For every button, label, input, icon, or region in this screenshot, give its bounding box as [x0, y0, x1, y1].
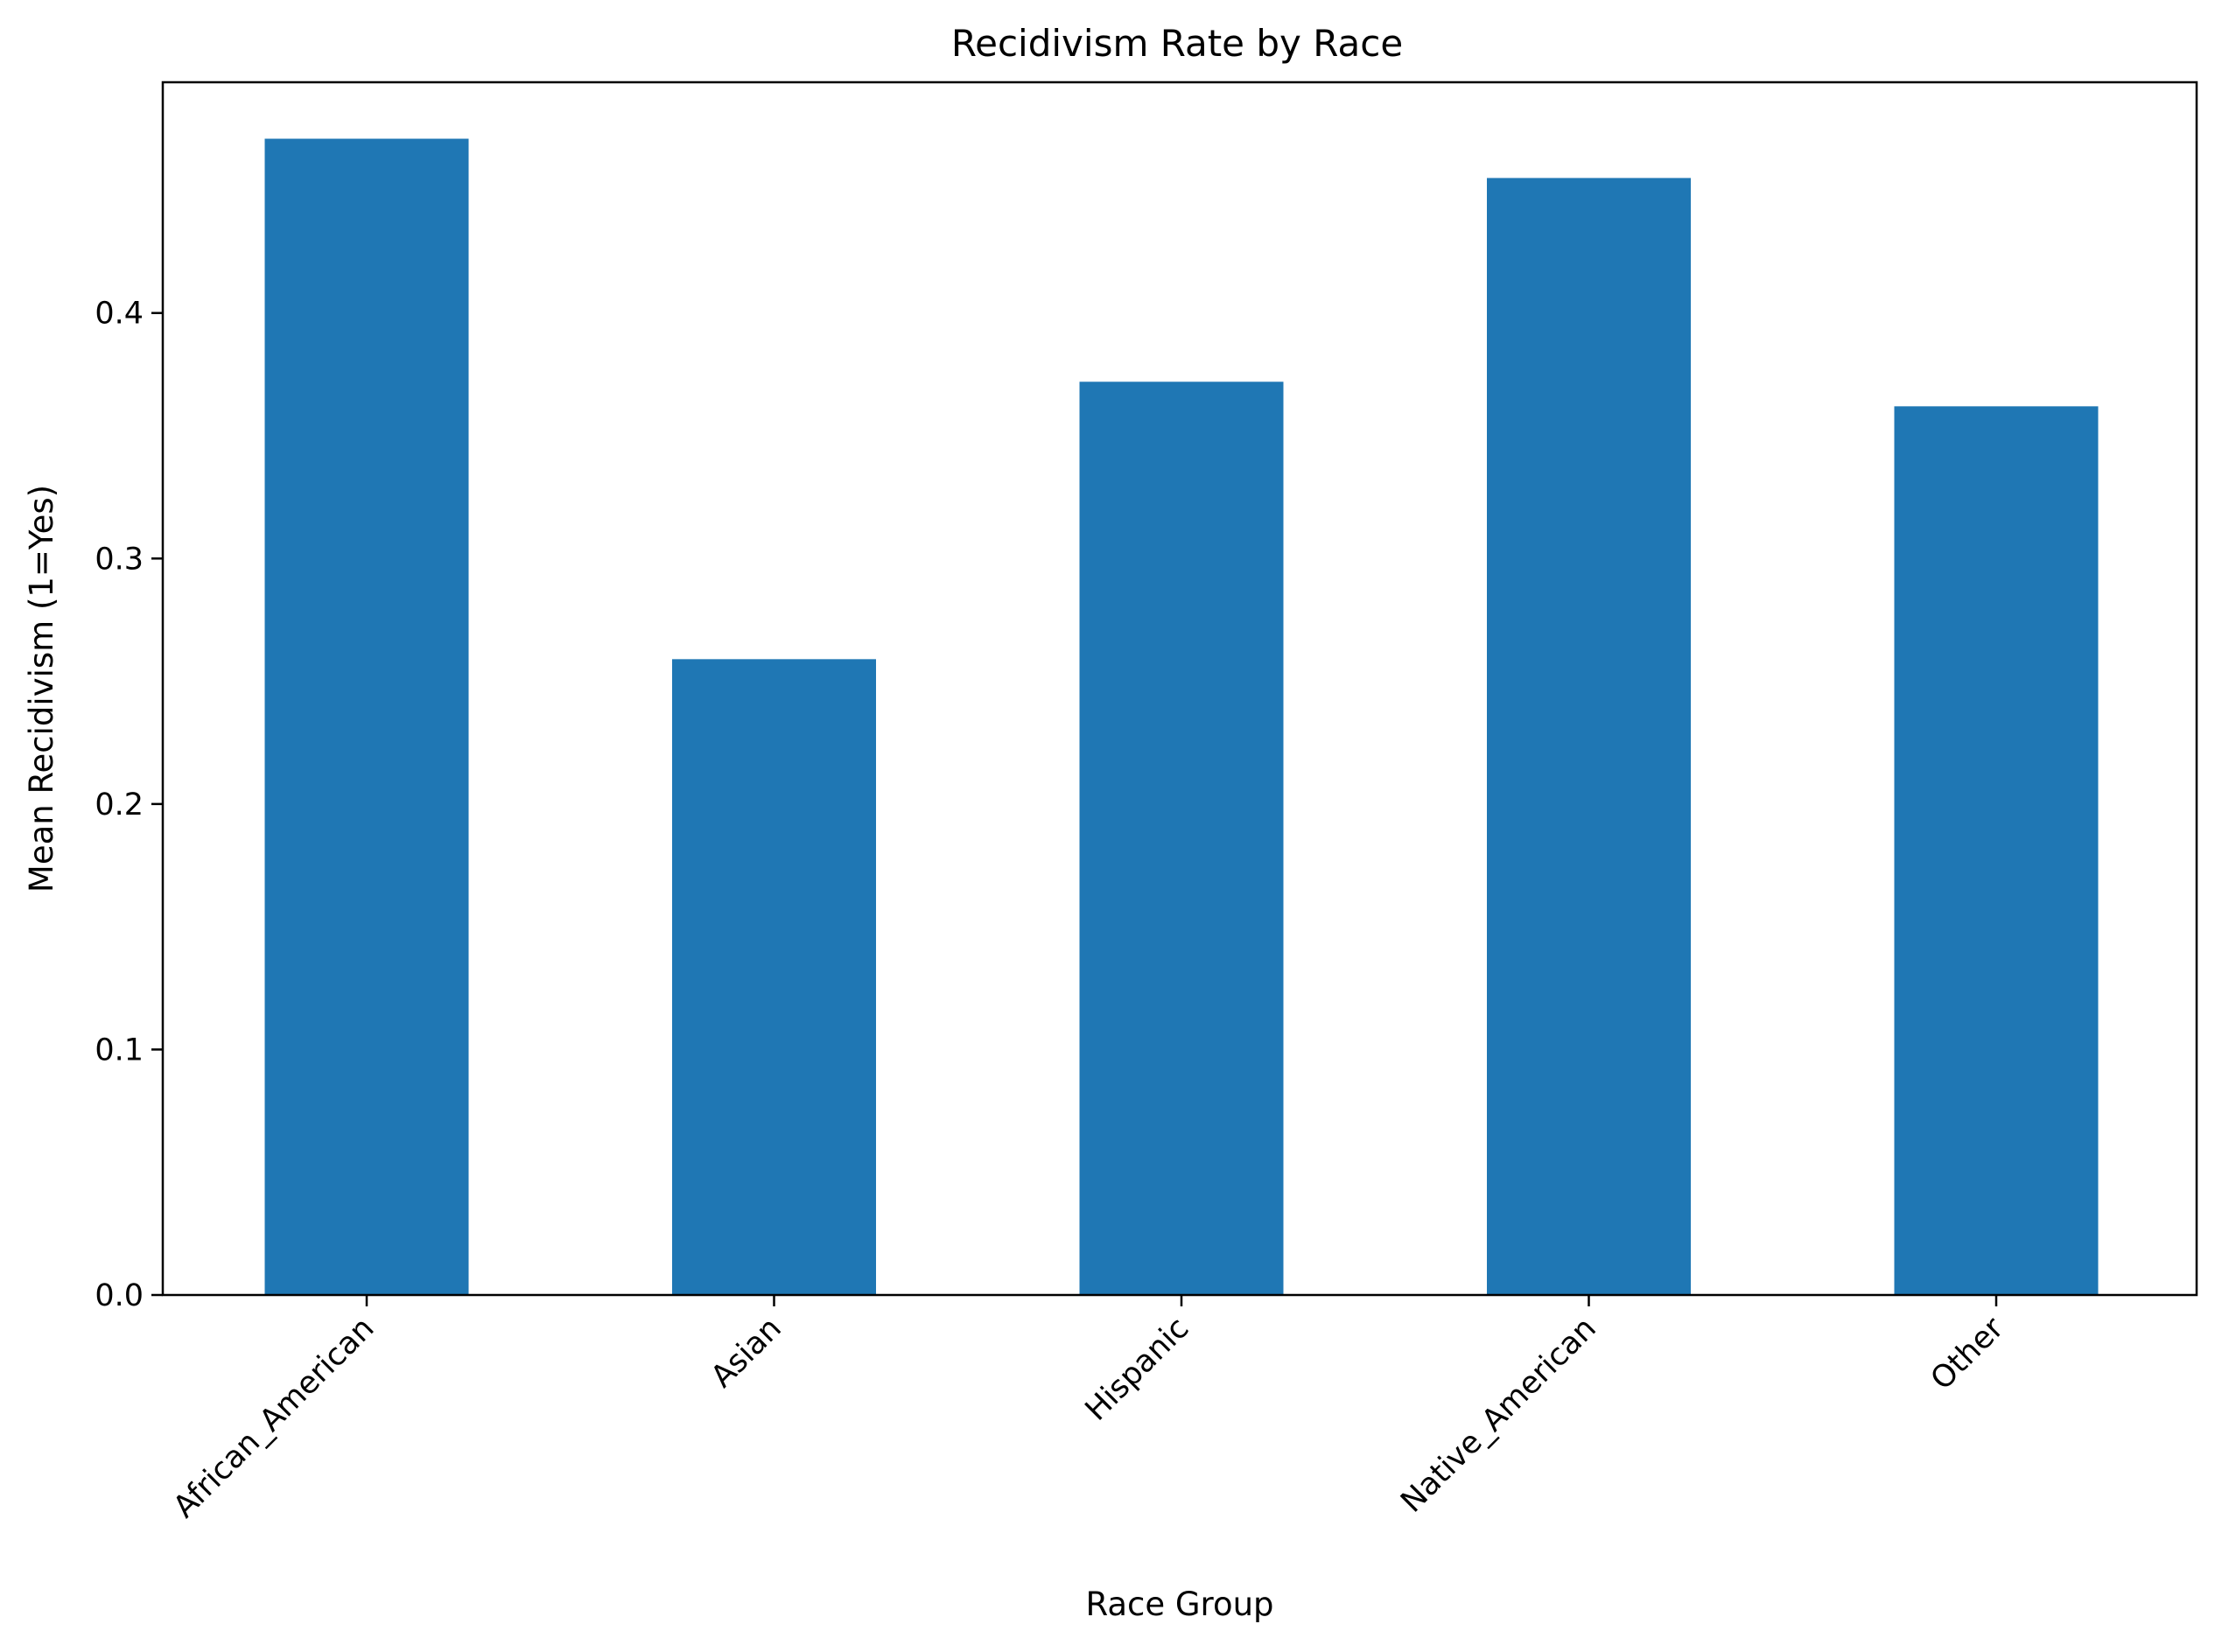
y-axis: 0.0 0.1 0.2 0.3 0.4: [95, 297, 163, 1313]
x-tick-label: Other: [1924, 1311, 2011, 1397]
bar-asian: [672, 659, 876, 1295]
x-tick-label: Asian: [704, 1311, 789, 1395]
x-tick-label: African_American: [167, 1311, 382, 1525]
bars-layer: [264, 138, 2099, 1296]
plot-frame: [161, 80, 2198, 1297]
y-axis-label: Mean Recidivism (1=Yes): [23, 485, 60, 892]
bar-other: [1894, 406, 2099, 1296]
x-axis-label: Race Group: [1085, 1586, 1273, 1623]
y-tick-label: 0.4: [95, 297, 144, 332]
y-tick-label: 0.1: [95, 1032, 144, 1068]
bar-hispanic: [1079, 382, 1284, 1295]
bar-native-american: [1487, 178, 1691, 1296]
x-tick-label: Hispanic: [1079, 1311, 1196, 1428]
y-tick-label: 0.2: [95, 788, 144, 822]
y-tick-label: 0.0: [95, 1278, 144, 1313]
y-tick-label: 0.3: [95, 542, 144, 577]
x-axis: African_American Asian Hispanic Native_Amer…: [167, 1295, 2011, 1525]
chart-title: Recidivism Rate by Race: [951, 22, 1403, 65]
x-tick-label: Native_American: [1394, 1311, 1603, 1520]
bar-african-american: [264, 138, 469, 1295]
